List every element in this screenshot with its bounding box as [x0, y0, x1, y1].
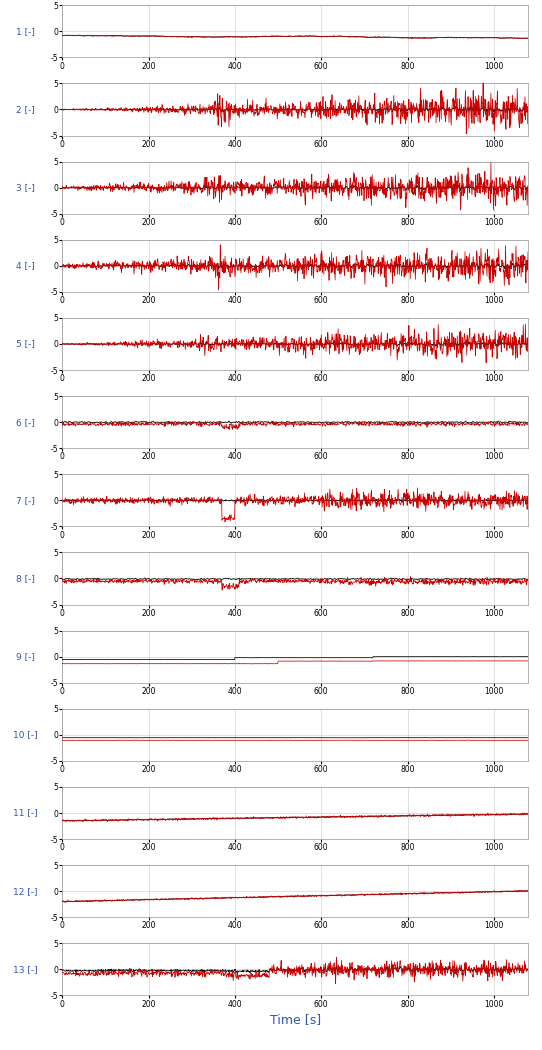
Y-axis label: 8 [-]: 8 [-] [16, 574, 35, 583]
Y-axis label: 5 [-]: 5 [-] [16, 339, 35, 349]
Y-axis label: 2 [-]: 2 [-] [16, 105, 35, 114]
X-axis label: Time [s]: Time [s] [270, 1013, 321, 1026]
Y-axis label: 6 [-]: 6 [-] [16, 418, 35, 426]
Y-axis label: 12 [-]: 12 [-] [14, 886, 38, 896]
Y-axis label: 7 [-]: 7 [-] [16, 496, 35, 505]
Y-axis label: 4 [-]: 4 [-] [16, 261, 35, 270]
Y-axis label: 11 [-]: 11 [-] [13, 808, 38, 818]
Y-axis label: 3 [-]: 3 [-] [16, 183, 35, 192]
Y-axis label: 1 [-]: 1 [-] [16, 27, 35, 36]
Y-axis label: 13 [-]: 13 [-] [13, 965, 38, 973]
Y-axis label: 10 [-]: 10 [-] [13, 731, 38, 739]
Y-axis label: 9 [-]: 9 [-] [16, 652, 35, 662]
